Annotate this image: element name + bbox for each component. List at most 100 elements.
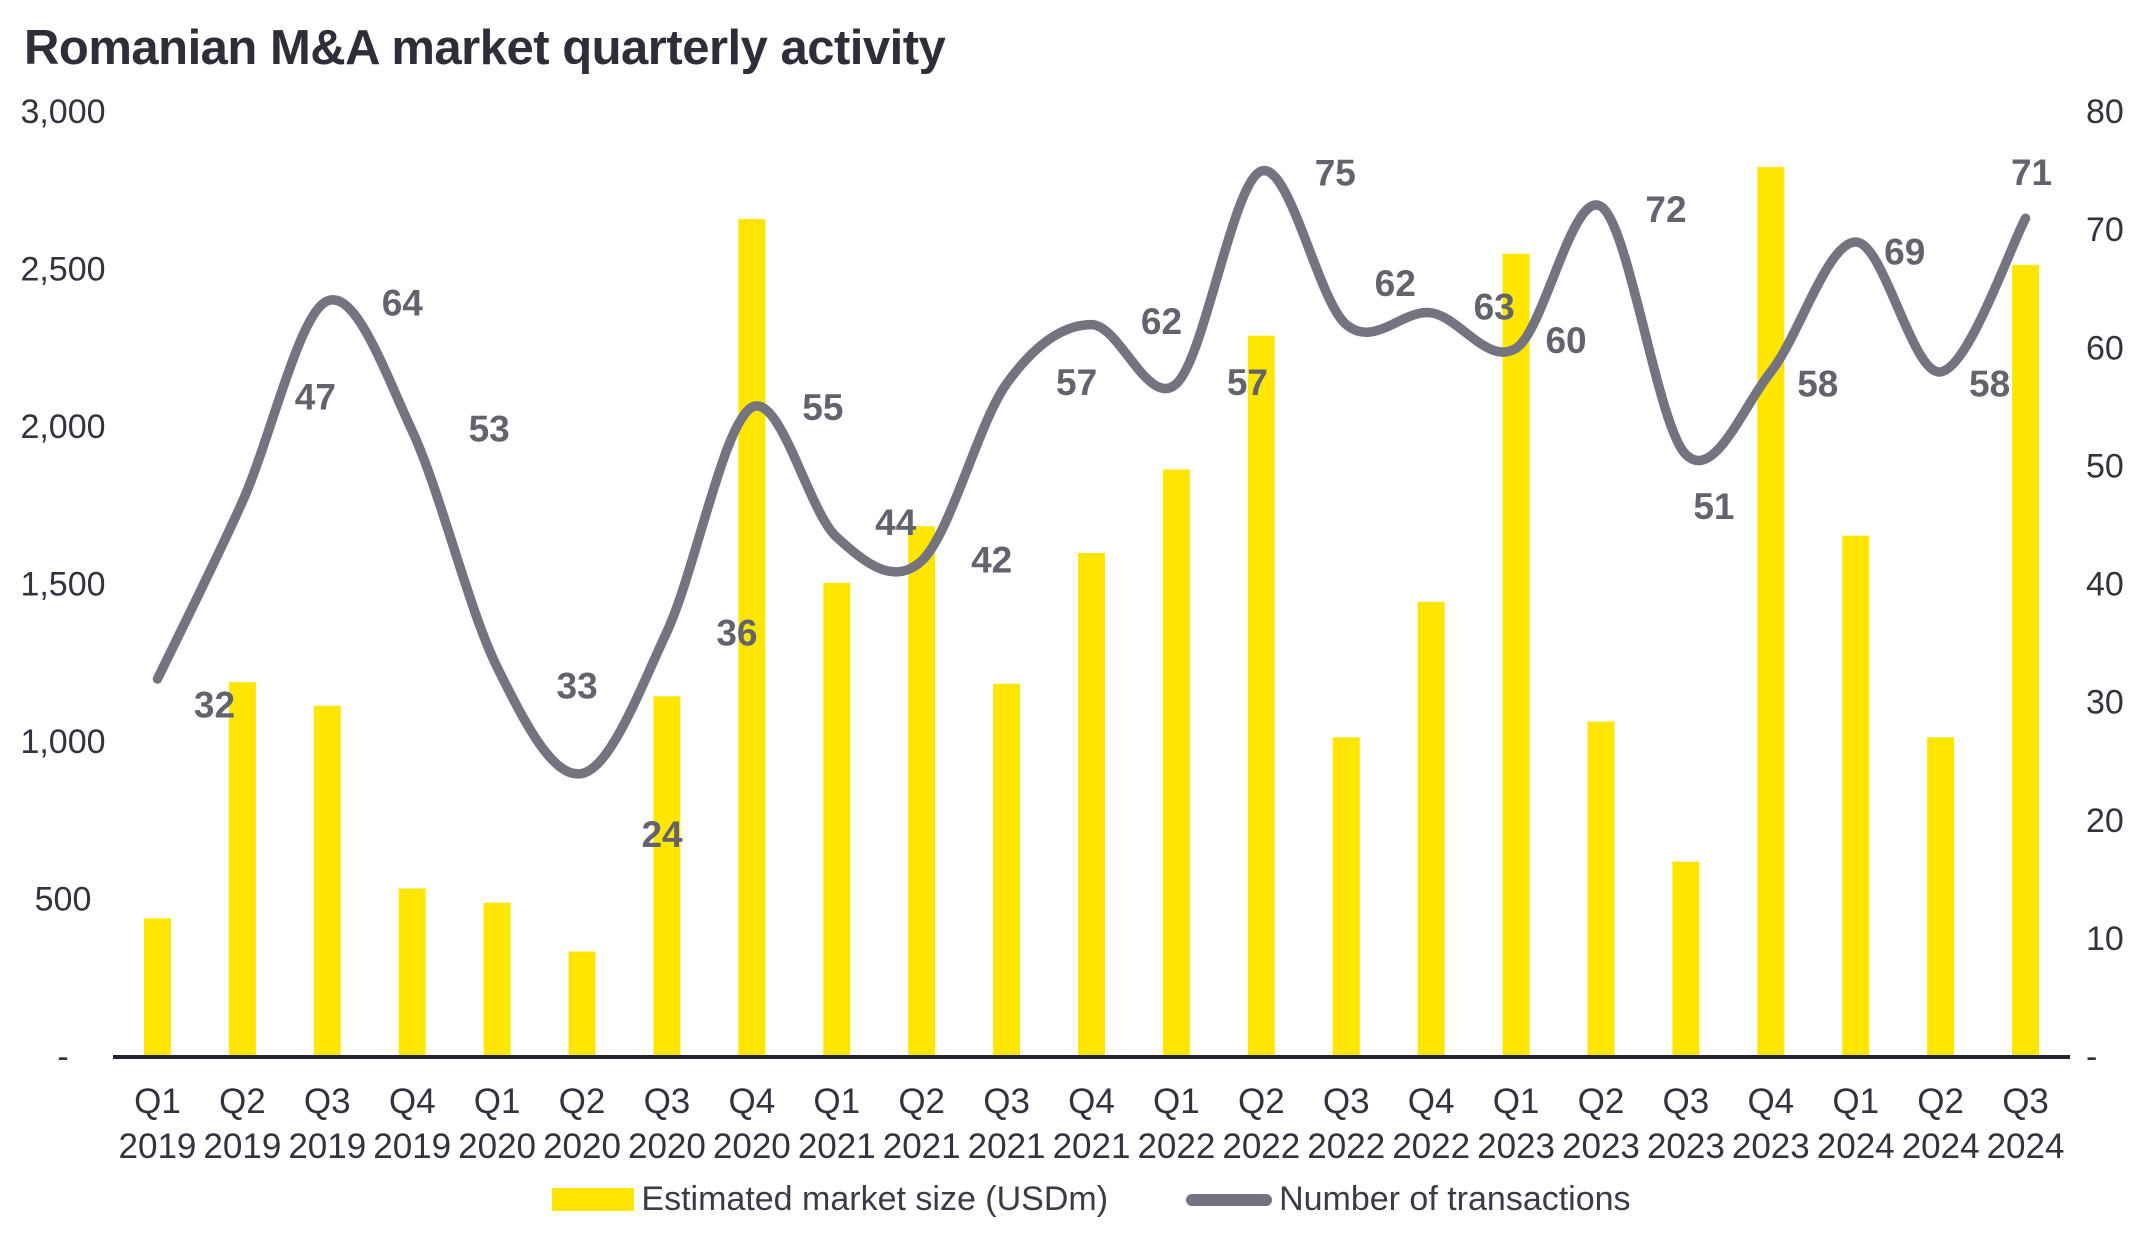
x-axis-year-label: 2021 bbox=[1053, 1127, 1131, 1166]
x-axis-year-label: 2022 bbox=[1137, 1127, 1215, 1166]
x-axis-quarter-label: Q1 bbox=[474, 1082, 521, 1121]
x-axis-quarter-label: Q2 bbox=[898, 1082, 945, 1121]
bar-q3-2019 bbox=[313, 705, 341, 1057]
right-axis-tick-label: 30 bbox=[2086, 684, 2124, 722]
x-axis-year-label: 2020 bbox=[628, 1127, 706, 1166]
line-series-swatch-icon bbox=[1186, 1193, 1273, 1206]
bar-q3-2020 bbox=[653, 696, 681, 1057]
bar-q3-2023 bbox=[1672, 861, 1700, 1057]
right-axis-tick-label: - bbox=[2086, 1038, 2097, 1076]
left-axis-tick-label: 2,000 bbox=[20, 408, 105, 446]
bar-q2-2021 bbox=[908, 526, 936, 1057]
x-axis-quarter-label: Q3 bbox=[983, 1082, 1030, 1121]
chart-title: Romanian M&A market quarterly activity bbox=[24, 21, 946, 75]
line-data-label: 57 bbox=[1056, 362, 1097, 403]
bar-q4-2022 bbox=[1417, 601, 1445, 1057]
line-data-label: 36 bbox=[716, 612, 757, 653]
x-axis-quarter-label: Q2 bbox=[1578, 1082, 1625, 1121]
line-data-label: 42 bbox=[971, 539, 1012, 580]
x-axis-year-label: 2024 bbox=[1987, 1127, 2065, 1166]
x-axis-year-label: 2020 bbox=[713, 1127, 791, 1166]
bar-q1-2021 bbox=[823, 582, 851, 1057]
x-axis-year-label: 2024 bbox=[1902, 1127, 1980, 1166]
line-data-label: 69 bbox=[1884, 231, 1925, 272]
x-axis-year-label: 2022 bbox=[1307, 1127, 1385, 1166]
line-data-label: 51 bbox=[1693, 486, 1734, 527]
x-axis-quarter-label: Q2 bbox=[219, 1082, 266, 1121]
legend-item-transactions: Number of transactions bbox=[1186, 1180, 1631, 1219]
x-axis-year-label: 2022 bbox=[1392, 1127, 1470, 1166]
x-axis-quarter-label: Q1 bbox=[1153, 1082, 1200, 1121]
left-axis-tick-label: 500 bbox=[35, 881, 92, 919]
legend-label-transactions: Number of transactions bbox=[1279, 1180, 1631, 1218]
x-axis-quarter-label: Q4 bbox=[389, 1082, 436, 1121]
line-data-label: 71 bbox=[2011, 152, 2052, 193]
x-axis-quarter-label: Q1 bbox=[134, 1082, 181, 1121]
line-data-label: 57 bbox=[1227, 362, 1268, 403]
x-axis-year-label: 2019 bbox=[288, 1127, 366, 1166]
bar-q2-2024 bbox=[1927, 737, 1955, 1057]
x-axis-quarter-label: Q4 bbox=[1747, 1082, 1794, 1121]
x-axis-quarter-label: Q3 bbox=[644, 1082, 691, 1121]
bar-q2-2019 bbox=[228, 682, 256, 1057]
x-axis-year-label: 2023 bbox=[1647, 1127, 1725, 1166]
x-axis-quarter-label: Q1 bbox=[813, 1082, 860, 1121]
right-axis-tick-label: 40 bbox=[2086, 566, 2124, 604]
line-data-label: 33 bbox=[557, 666, 598, 707]
bar-q3-2021 bbox=[993, 683, 1021, 1057]
x-axis-quarter-label: Q1 bbox=[1832, 1082, 1879, 1121]
x-axis-year-label: 2019 bbox=[119, 1127, 197, 1166]
x-axis-year-label: 2021 bbox=[968, 1127, 1046, 1166]
line-data-label: 32 bbox=[194, 685, 235, 726]
left-axis-tick-label: 1,500 bbox=[20, 566, 105, 604]
left-axis-tick-label: 2,500 bbox=[20, 251, 105, 289]
x-axis-year-label: 2021 bbox=[798, 1127, 876, 1166]
line-data-label: 24 bbox=[641, 814, 683, 855]
line-data-label: 60 bbox=[1545, 320, 1586, 361]
bar-q4-2021 bbox=[1078, 553, 1105, 1057]
x-axis-year-label: 2023 bbox=[1732, 1127, 1810, 1166]
left-axis-tick-label: 3,000 bbox=[20, 93, 105, 131]
x-axis-quarter-label: Q2 bbox=[1917, 1082, 1964, 1121]
x-axis-quarter-label: Q3 bbox=[304, 1082, 351, 1121]
bar-q1-2020 bbox=[483, 902, 511, 1057]
x-axis-quarter-label: Q4 bbox=[728, 1082, 775, 1121]
x-axis-year-label: 2024 bbox=[1817, 1127, 1895, 1166]
x-axis-quarter-label: Q3 bbox=[1663, 1082, 1710, 1121]
bar-q4-2020 bbox=[738, 219, 766, 1058]
left-axis-tick-label: 1,000 bbox=[20, 723, 105, 761]
x-axis-year-label: 2020 bbox=[543, 1127, 621, 1166]
x-axis-quarter-label: Q3 bbox=[1323, 1082, 1370, 1121]
line-data-label: 62 bbox=[1141, 301, 1182, 342]
line-data-label: 58 bbox=[1797, 363, 1838, 404]
line-data-label: 58 bbox=[1969, 363, 2010, 404]
bar-q4-2023 bbox=[1757, 167, 1785, 1057]
right-axis-tick-label: 50 bbox=[2086, 447, 2124, 485]
x-axis-quarter-label: Q3 bbox=[2002, 1082, 2049, 1121]
x-axis-year-label: 2019 bbox=[373, 1127, 451, 1166]
bar-q1-2024 bbox=[1842, 535, 1870, 1057]
right-axis-tick-label: 60 bbox=[2086, 329, 2124, 367]
line-data-label: 44 bbox=[875, 502, 917, 543]
x-axis-quarter-label: Q4 bbox=[1068, 1082, 1115, 1121]
bar-q3-2022 bbox=[1332, 737, 1360, 1057]
x-axis-year-label: 2022 bbox=[1222, 1127, 1300, 1166]
x-axis-year-label: 2021 bbox=[883, 1127, 961, 1166]
right-axis-tick-label: 70 bbox=[2086, 211, 2124, 249]
bar-q1-2023 bbox=[1502, 253, 1530, 1057]
transactions-line bbox=[152, 166, 2031, 779]
bar-q2-2020 bbox=[568, 951, 596, 1057]
chart-legend: Estimated market size (USDm) Number of t… bbox=[115, 1180, 2068, 1219]
bar-q1-2022 bbox=[1162, 469, 1190, 1057]
x-axis-year-label: 2023 bbox=[1562, 1127, 1640, 1166]
bar-q2-2023 bbox=[1587, 721, 1615, 1057]
bar-series-swatch-icon bbox=[552, 1188, 635, 1211]
line-data-label: 64 bbox=[382, 283, 424, 324]
right-axis-tick-label: 10 bbox=[2086, 920, 2124, 958]
right-axis-tick-label: 20 bbox=[2086, 802, 2124, 840]
bar-q4-2019 bbox=[398, 888, 426, 1057]
bar-q3-2024 bbox=[2012, 264, 2040, 1057]
legend-label-market-size: Estimated market size (USDm) bbox=[641, 1180, 1109, 1218]
x-axis-quarter-label: Q2 bbox=[1238, 1082, 1285, 1121]
x-axis-year-label: 2023 bbox=[1477, 1127, 1555, 1166]
